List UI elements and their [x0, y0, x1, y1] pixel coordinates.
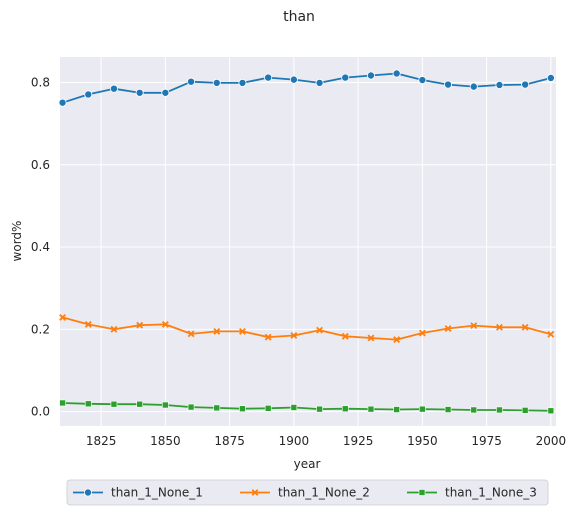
data-point-circle: [495, 80, 504, 89]
data-point-x: [136, 321, 144, 329]
data-point-square: [521, 407, 529, 414]
legend-frame: [66, 479, 549, 506]
x-tick-label: 1825: [86, 434, 117, 448]
data-point-square: [84, 400, 92, 408]
legend-label: than_1_None_3: [445, 486, 537, 500]
data-point-circle: [546, 73, 555, 82]
data-point-square: [393, 406, 400, 413]
data-point-square: [290, 404, 298, 411]
data-point-circle: [238, 78, 247, 87]
y-axis: 0.0 0.2 0.4 0.6 0.8: [31, 76, 50, 419]
data-point-square: [59, 399, 66, 407]
data-point-circle: [187, 77, 196, 86]
data-point-square: [187, 403, 195, 411]
data-point-x: [239, 327, 246, 335]
series-than_1_None_1: [58, 69, 555, 107]
series-than_1_None_3: [59, 399, 555, 415]
x-tick-label: 1900: [279, 434, 310, 448]
data-point-square: [110, 400, 118, 408]
data-point-square: [162, 401, 169, 409]
x-axis: 1825 1850 1875 1900 1925 1950 1975 2000: [86, 434, 566, 448]
series-layer: [58, 69, 555, 415]
data-point-circle: [392, 69, 401, 78]
x-axis-title: year: [294, 457, 321, 471]
legend-label: than_1_None_2: [278, 486, 370, 500]
x-tick-label: 1925: [343, 434, 374, 448]
data-point-x: [418, 329, 426, 337]
data-point-circle: [444, 80, 453, 89]
data-point-circle: [418, 76, 427, 85]
data-point-circle: [135, 88, 144, 97]
x-tick-label: 1975: [471, 434, 502, 448]
legend-item: than_1_None_1: [73, 486, 203, 500]
x-tick-label: 1850: [150, 434, 181, 448]
data-point-circle: [109, 84, 118, 93]
data-point-circle: [58, 98, 67, 107]
data-point-x: [521, 323, 529, 331]
legend-marker: [84, 488, 93, 497]
data-point-circle: [366, 71, 375, 80]
data-point-square: [419, 405, 426, 413]
series-line: [62, 402, 551, 412]
series-line: [62, 72, 552, 104]
data-point-square: [136, 400, 143, 408]
y-tick-label: 0.0: [31, 405, 50, 419]
data-point-x: [316, 326, 324, 334]
grid-lines: [60, 57, 556, 426]
data-point-x: [110, 325, 118, 333]
data-point-circle: [289, 75, 298, 84]
data-point-square: [444, 406, 452, 413]
series-line: [62, 316, 552, 341]
data-point-circle: [264, 73, 273, 82]
data-point-circle: [469, 82, 478, 91]
legend-marker: [251, 489, 259, 496]
y-tick-label: 0.4: [31, 240, 50, 254]
data-point-circle: [315, 78, 324, 87]
data-point-x: [547, 330, 555, 338]
data-point-x: [264, 333, 272, 341]
data-point-x: [341, 332, 349, 340]
legend-item: than_1_None_3: [407, 486, 537, 500]
data-point-x: [290, 332, 298, 339]
data-point-square: [239, 405, 246, 413]
data-point-x: [213, 327, 221, 335]
y-axis-title: word%: [10, 221, 24, 262]
legend-item: than_1_None_2: [240, 486, 370, 500]
data-point-circle: [84, 90, 93, 99]
legend-label: than_1_None_1: [111, 486, 203, 500]
chart-title: than: [283, 9, 315, 25]
data-point-x: [187, 330, 195, 338]
data-point-x: [161, 320, 169, 328]
x-tick-label: 2000: [536, 434, 567, 448]
data-point-circle: [212, 78, 221, 87]
data-point-square: [470, 406, 478, 414]
data-point-x: [444, 325, 452, 332]
y-tick-label: 0.6: [31, 158, 50, 172]
data-point-x: [496, 323, 503, 331]
data-point-circle: [521, 80, 530, 89]
data-point-x: [59, 313, 67, 321]
data-point-square: [496, 406, 503, 414]
plot-area: [60, 57, 556, 426]
data-point-square: [341, 405, 349, 413]
data-point-square: [367, 405, 375, 413]
data-point-square: [213, 404, 221, 412]
data-point-square: [547, 407, 555, 415]
x-tick-label: 1875: [214, 434, 245, 448]
data-point-x: [84, 320, 92, 328]
legend: than_1_None_1 than_1_None_2 than_1_None_3: [66, 479, 549, 506]
data-point-square: [264, 405, 272, 412]
x-tick-label: 1950: [407, 434, 438, 448]
data-point-square: [316, 405, 323, 413]
data-point-circle: [341, 73, 350, 82]
legend-marker: [418, 489, 426, 496]
y-tick-label: 0.2: [31, 322, 50, 336]
data-point-x: [367, 334, 375, 342]
series-than_1_None_2: [59, 313, 555, 344]
data-point-circle: [161, 88, 170, 97]
data-point-x: [393, 336, 401, 344]
y-tick-label: 0.8: [31, 76, 50, 90]
data-point-x: [470, 322, 478, 330]
